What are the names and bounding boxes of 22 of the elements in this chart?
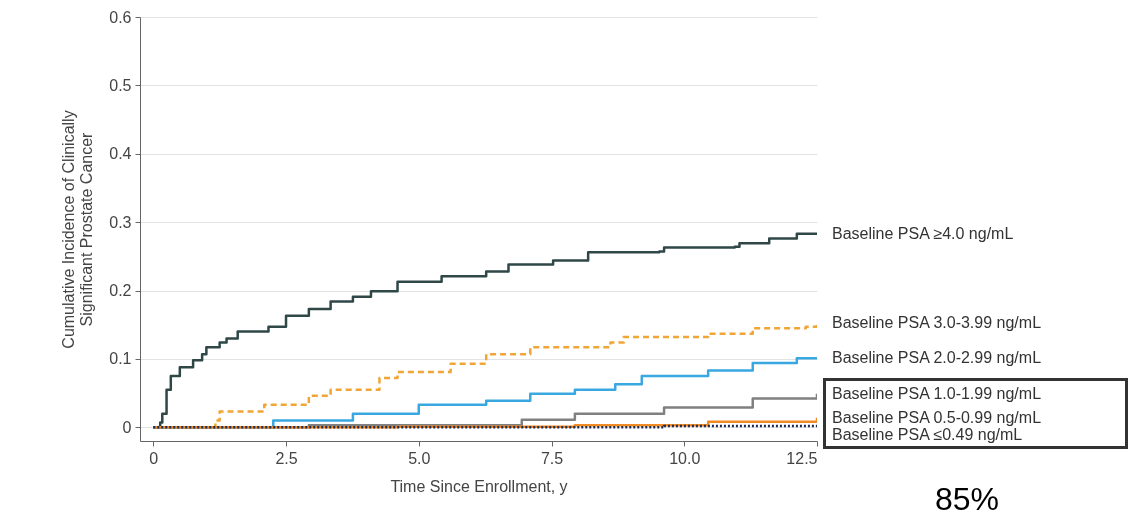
y-tick-label: 0.1 [109,350,132,368]
series-label: Baseline PSA 2.0-2.99 ng/mL [832,348,1042,366]
series-label: Baseline PSA 3.0-3.99 ng/mL [832,313,1042,331]
y-tick-label: 0.5 [109,76,132,94]
text: 85% [935,481,1000,517]
y-tick-label: 0.6 [109,8,132,26]
x-tick-label: 0 [149,449,159,467]
y-axis-title: Cumulative Incidence of Clinically Significant Prostate Cancer [60,110,96,349]
y-tick-label: 0.2 [109,282,132,300]
series-label: Baseline PSA 1.0-1.99 ng/mL [832,384,1042,402]
x-tick-label: 2.5 [275,449,298,467]
series-label: Baseline PSA ≤0.49 ng/mL [832,425,1023,443]
x-tick-label: 5.0 [408,449,431,467]
series-label: Baseline PSA 0.5-0.99 ng/mL [832,408,1042,426]
y-tick-label: 0.3 [109,213,132,231]
y-tick-label: 0 [122,418,132,436]
x-tick-label: 10.0 [669,449,701,467]
x-axis-title: Time Since Enrollment, y [390,477,568,495]
series-label: Baseline PSA ≥4.0 ng/mL [832,224,1014,242]
y-tick-label: 0.4 [109,145,132,163]
x-tick-label: 12.5 [786,449,818,467]
x-tick-label: 7.5 [540,449,564,467]
